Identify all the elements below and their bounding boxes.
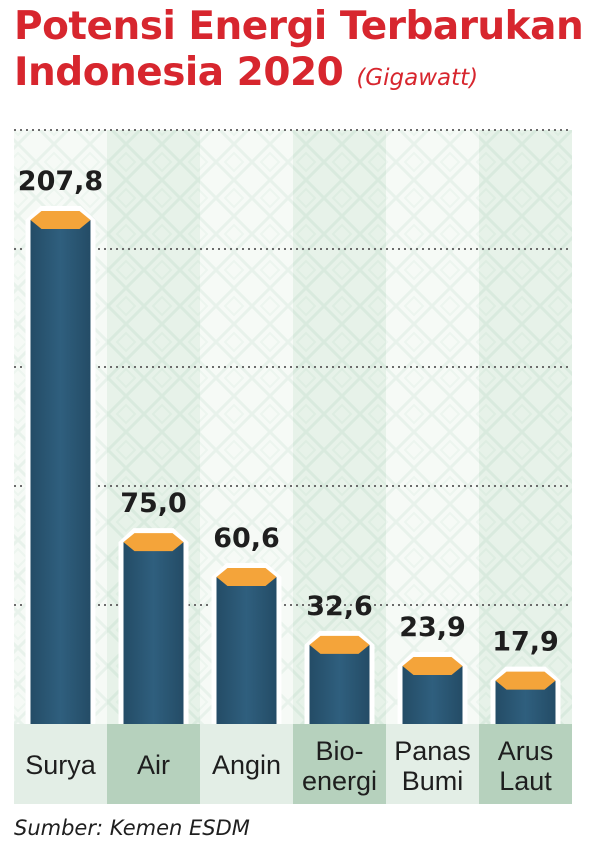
value-label-3: 60,6 [213, 523, 280, 554]
category-label-5-1: Panas [394, 736, 471, 766]
value-label-5: 23,9 [399, 612, 466, 643]
bar-top-4 [309, 635, 370, 654]
title-line-2-text: Indonesia 2020 [14, 50, 344, 95]
bar-5 [402, 666, 463, 724]
bar-1 [30, 220, 91, 724]
category-label-5-2: Bumi [402, 766, 464, 796]
value-label-6: 17,9 [492, 627, 559, 658]
unit-label: (Gigawatt) [356, 65, 479, 91]
label-band-4 [293, 724, 386, 804]
chart-title: Potensi Energi Terbarukan Indonesia 2020… [14, 4, 594, 101]
bar-top-2 [123, 533, 184, 552]
category-label-3-1: Angin [212, 750, 281, 780]
value-label-4: 32,6 [306, 591, 373, 622]
value-label-2: 75,0 [120, 488, 187, 519]
bar-top-5 [402, 657, 463, 676]
category-label-4-2: energi [302, 766, 377, 796]
bar-2 [123, 542, 184, 724]
label-band-2 [107, 724, 200, 804]
label-band-5 [386, 724, 479, 804]
value-label-1: 207,8 [18, 166, 103, 197]
label-band-6 [479, 724, 572, 804]
title-line-1: Potensi Energi Terbarukan [14, 4, 584, 49]
bar-3 [216, 577, 277, 724]
column-tint-4 [293, 130, 386, 724]
category-label-2-1: Air [137, 750, 170, 780]
bar-top-1 [30, 211, 91, 229]
bar-4 [309, 644, 370, 724]
category-label-6-2: Laut [499, 766, 552, 796]
label-band-3 [200, 724, 293, 804]
column-tint-6 [479, 130, 572, 724]
bar-top-3 [216, 568, 277, 587]
category-label-4-1: Bio- [315, 736, 363, 766]
title-line-2: Indonesia 2020 (Gigawatt) [14, 50, 594, 101]
source-note: Sumber: Kemen ESDM [14, 816, 250, 840]
chart-background [14, 130, 572, 724]
category-label-1-1: Surya [25, 750, 97, 780]
category-label-6-1: Arus [498, 736, 554, 766]
bar-top-6 [495, 671, 556, 690]
column-tint-5 [386, 130, 479, 724]
label-band-1 [14, 724, 107, 804]
